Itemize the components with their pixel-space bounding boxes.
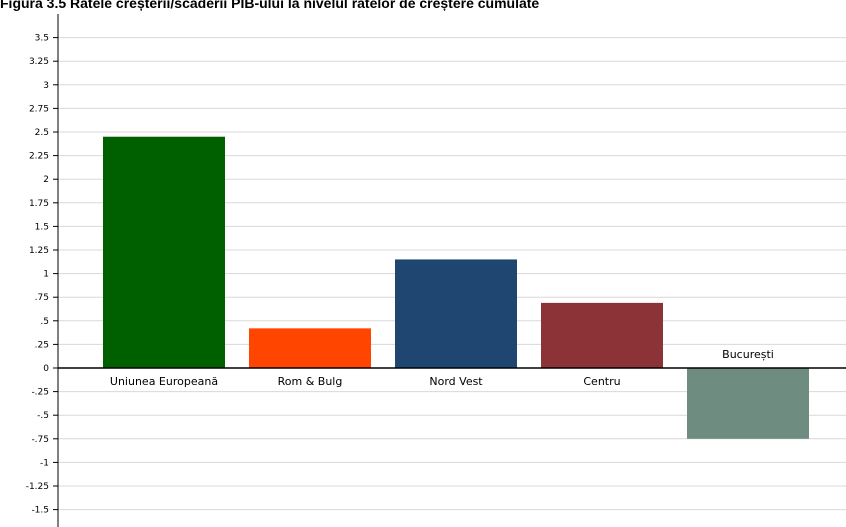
y-tick-label: 2.75 [29,104,49,114]
bar [395,259,517,368]
y-tick-label: 2.25 [29,152,49,162]
bar [249,328,371,368]
category-label: București [722,348,774,361]
y-tick-label: 1.5 [35,222,49,232]
y-tick-label: 3.25 [29,57,49,67]
y-tick-label: .25 [35,340,49,350]
category-label: Uniunea Europeană [110,375,218,388]
y-tick-label: .75 [35,293,49,303]
category-label: Nord Vest [429,375,483,388]
y-tick-label: -1.25 [26,482,49,492]
y-tick-label: 0 [43,364,49,374]
category-label: Rom & Bulg [278,375,343,388]
y-tick-label: .5 [40,317,49,327]
y-tick-label: -.75 [31,435,49,445]
y-tick-label: 3 [43,81,49,91]
category-label: Centru [583,375,620,388]
y-tick-label: -.25 [31,388,49,398]
bars [103,136,809,439]
y-tick-label: -1 [40,458,49,468]
y-tick-label: 1.75 [29,199,49,209]
category-labels: Uniunea Europeană Rom & Bulg Nord Vest Cent… [110,348,774,388]
y-tick-label: 2 [43,175,49,185]
chart-title: Figura 3.5 Ratele creșterii/scăderii PIB… [0,0,540,11]
y-tick-label: 1.25 [29,246,49,256]
bar [687,368,809,439]
y-tick-label: 2.5 [35,128,49,138]
y-tick-label: 1 [43,270,49,280]
y-tick-label: -1.5 [31,506,49,516]
y-tick-label: 3.5 [35,34,49,44]
bar [103,136,225,368]
bar [541,302,663,368]
axes [57,14,846,527]
y-tick-label: -.5 [37,411,49,421]
y-tick-labels: 3.53.2532.752.52.2521.751.51.251.75.5.25… [26,34,58,516]
